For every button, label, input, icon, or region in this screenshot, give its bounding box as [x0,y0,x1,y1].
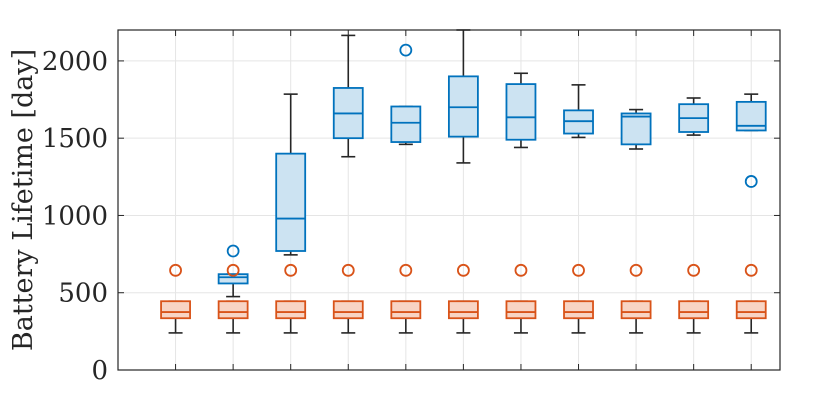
orange-box-11 [735,263,767,334]
orange-box-rect-9 [620,300,652,320]
blue-box-rect-7 [505,83,537,141]
orange-box-1 [160,263,191,334]
orange-box-rect-3 [275,300,307,320]
blue-box-8 [563,84,594,139]
orange-box-3 [275,263,307,334]
blue-box-7 [505,72,537,149]
orange-box-rect-11 [735,300,767,320]
orange-box-4 [332,263,364,334]
plot-frame [117,29,781,371]
blue-outlier-5-0 [399,43,413,57]
tick-layer: 0 500 1000 1500 2000 [42,30,780,386]
y-tick-label-1500: 1500 [42,124,108,154]
orange-outlier-5-0 [399,263,413,277]
blue-box-rect-9 [620,112,652,146]
orange-outlier-9-0 [629,263,643,277]
blue-box-6 [447,29,479,164]
blue-box-5 [390,43,422,146]
orange-box-2 [217,263,249,334]
y-tick-label-2000: 2000 [42,47,108,77]
blue-box-rect-5 [390,105,422,143]
orange-outlier-11-0 [744,263,758,277]
orange-outlier-1-0 [169,263,182,277]
box-layer [160,29,767,334]
blue-box-3 [275,93,307,256]
orange-box-7 [505,263,537,334]
y-tick-label-1000: 1000 [42,201,108,231]
orange-box-5 [390,263,422,334]
blue-box-rect-3 [275,152,307,252]
orange-box-rect-4 [332,300,364,320]
orange-box-rect-2 [217,300,249,320]
blue-box-10 [678,97,710,136]
orange-box-rect-5 [390,300,422,320]
orange-box-6 [447,263,479,334]
orange-outlier-3-0 [284,263,298,277]
blue-box-9 [620,108,652,150]
orange-outlier-7-0 [514,263,528,277]
blue-outlier-11-0 [744,175,758,188]
blue-box-2 [217,244,249,298]
orange-box-8 [563,263,594,334]
orange-box-rect-6 [447,300,479,320]
orange-outlier-4-0 [341,263,355,277]
orange-outlier-8-0 [572,263,585,277]
orange-box-9 [620,263,652,334]
orange-outlier-6-0 [456,263,470,277]
orange-box-rect-1 [160,300,191,320]
orange-box-rect-7 [505,300,537,320]
blue-box-rect-2 [217,273,249,285]
y-axis-label: Battery Lifetime [day] [8,49,39,351]
y-tick-label-500: 500 [58,279,108,309]
orange-box-rect-8 [563,300,594,320]
blue-outlier-2-0 [226,244,240,258]
blue-box-4 [332,34,364,158]
orange-outlier-10-0 [687,263,701,277]
orange-box-rect-10 [678,300,710,320]
orange-outlier-2-0 [226,263,240,277]
blue-box-11 [735,93,767,188]
y-tick-label-0: 0 [91,356,108,386]
orange-box-10 [678,263,710,334]
